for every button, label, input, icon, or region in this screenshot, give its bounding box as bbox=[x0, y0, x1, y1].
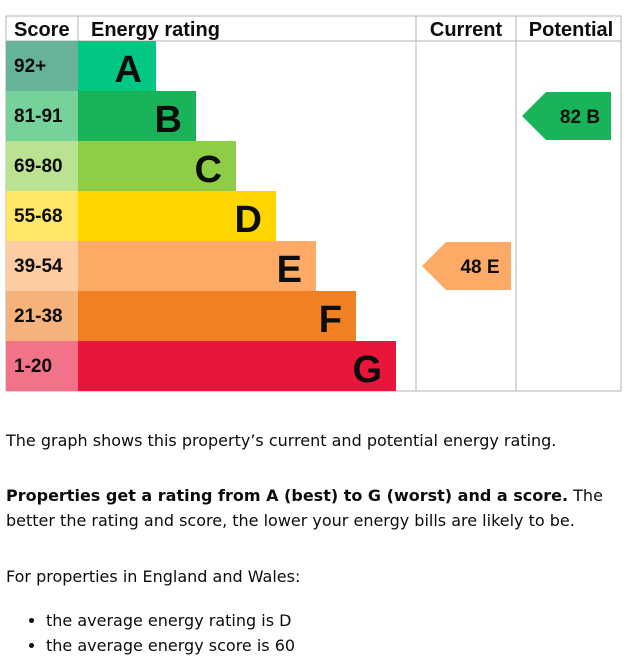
band-bar bbox=[78, 191, 276, 241]
band-score-label: 81-91 bbox=[14, 106, 63, 127]
band-score-label: 21-38 bbox=[14, 306, 63, 327]
potential-header: Potential bbox=[529, 19, 613, 41]
band-letter: E bbox=[277, 249, 302, 291]
chart-summary: The graph shows this property’s current … bbox=[6, 431, 557, 450]
band-score-cell bbox=[6, 241, 78, 291]
band-score-cell bbox=[6, 141, 78, 191]
current-rating-marker: 48 E bbox=[422, 242, 511, 290]
band-g: 1-20 G bbox=[6, 341, 396, 391]
potential-rating-marker: 82 B bbox=[522, 92, 611, 140]
band-b: 81-91 B bbox=[6, 91, 196, 141]
band-score-cell bbox=[6, 191, 78, 241]
region-note: For properties in England and Wales: bbox=[6, 567, 301, 586]
band-letter: D bbox=[235, 199, 262, 241]
band-d: 55-68 D bbox=[6, 191, 276, 241]
potential-rating-marker-arrow bbox=[522, 92, 611, 140]
rating-markers: 48 E 82 B bbox=[422, 92, 611, 290]
band-letter: G bbox=[352, 349, 382, 391]
band-score-cell bbox=[6, 41, 78, 91]
list-item: the average energy rating is D bbox=[46, 608, 627, 633]
band-score-label: 39-54 bbox=[14, 256, 63, 277]
rating-explanation: Properties get a rating from A (best) to… bbox=[6, 483, 621, 533]
band-bar bbox=[78, 141, 236, 191]
energy-rating-header: Energy rating bbox=[91, 19, 220, 41]
current-header: Current bbox=[430, 19, 503, 41]
rating-explanation-bold: Properties get a rating from A (best) to… bbox=[6, 486, 569, 505]
averages-list: the average energy rating is D the avera… bbox=[6, 608, 627, 658]
energy-rating-chart: Score Energy rating Current Potential 92… bbox=[5, 15, 622, 392]
band-bar bbox=[78, 291, 356, 341]
band-score-label: 55-68 bbox=[14, 206, 63, 227]
band-letter: A bbox=[115, 49, 142, 91]
band-score-cell bbox=[6, 341, 78, 391]
band-score-cell bbox=[6, 291, 78, 341]
score-header: Score bbox=[14, 19, 70, 41]
band-score-label: 69-80 bbox=[14, 156, 63, 177]
band-score-cell bbox=[6, 91, 78, 141]
band-a: 92+ A bbox=[6, 41, 156, 91]
current-rating-marker-arrow bbox=[422, 242, 511, 290]
band-bar bbox=[78, 91, 196, 141]
band-f: 21-38 F bbox=[6, 291, 356, 341]
band-letter: F bbox=[319, 299, 342, 341]
band-score-label: 92+ bbox=[14, 56, 46, 77]
rating-explanation-rest: The better the rating and score, the low… bbox=[6, 486, 603, 530]
band-bar bbox=[78, 41, 156, 91]
potential-rating-marker-label: 82 B bbox=[560, 107, 600, 128]
band-c: 69-80 C bbox=[6, 141, 236, 191]
rating-bands: 92+ A 81-91 B 69-80 C 55-68 D 39-54 E 21-38 F 1-20 G bbox=[6, 41, 396, 391]
band-e: 39-54 E bbox=[6, 241, 316, 291]
band-bar bbox=[78, 241, 316, 291]
band-bar bbox=[78, 341, 396, 391]
current-rating-marker-label: 48 E bbox=[460, 257, 499, 278]
band-score-label: 1-20 bbox=[14, 356, 52, 377]
list-item: the average energy score is 60 bbox=[46, 633, 627, 658]
band-letter: C bbox=[195, 149, 222, 191]
chart-header: Score Energy rating Current Potential bbox=[14, 19, 613, 41]
band-letter: B bbox=[155, 99, 182, 141]
